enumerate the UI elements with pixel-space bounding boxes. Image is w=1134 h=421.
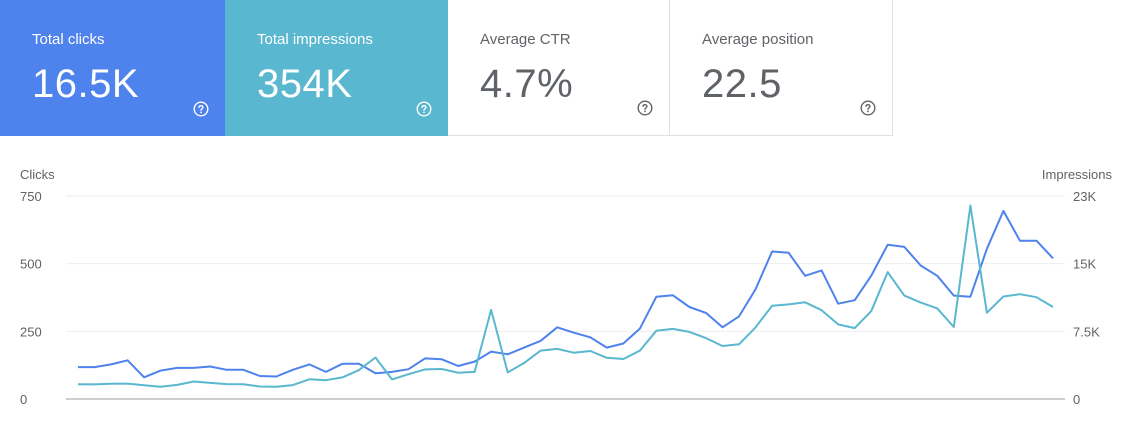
right-axis-label: Impressions <box>1042 167 1113 182</box>
average-position-value: 22.5 <box>702 62 782 106</box>
help-circle-icon[interactable] <box>637 100 653 116</box>
total-impressions-card[interactable]: Total impressions 354K <box>225 0 448 136</box>
total-impressions-value: 354K <box>257 62 353 106</box>
chart-series <box>77 204 1054 388</box>
metric-cards: Total clicks 16.5K Total impressions 354… <box>0 0 893 136</box>
help-circle-icon[interactable] <box>416 101 432 117</box>
total-impressions-label: Total impressions <box>257 31 373 48</box>
performance-chart-svg: Clicks Impressions 0 250 500 750 0 7.5K 15K 23… <box>20 167 1113 407</box>
performance-chart: Clicks Impressions 0 250 500 750 0 7.5K 15K 23… <box>0 150 1134 416</box>
help-circle-icon[interactable] <box>860 100 876 116</box>
chart-grid <box>66 195 1065 400</box>
left-tick-label: 500 <box>20 257 42 272</box>
total-clicks-value: 16.5K <box>32 62 140 106</box>
left-axis-label: Clicks <box>20 167 55 182</box>
right-tick-label: 0 <box>1073 392 1080 407</box>
average-ctr-label: Average CTR <box>480 31 571 48</box>
average-position-card[interactable]: Average position 22.5 <box>670 0 893 136</box>
help-circle-icon[interactable] <box>193 101 209 117</box>
total-clicks-label: Total clicks <box>32 31 105 48</box>
left-axis-ticks: 0 250 500 750 <box>20 189 42 407</box>
right-tick-label: 7.5K <box>1073 324 1100 339</box>
right-tick-label: 23K <box>1073 189 1096 204</box>
right-axis-ticks: 0 7.5K 15K 23K <box>1073 189 1100 407</box>
average-position-label: Average position <box>702 31 814 48</box>
total-clicks-card[interactable]: Total clicks 16.5K <box>0 0 225 136</box>
right-tick-label: 15K <box>1073 257 1096 272</box>
left-tick-label: 0 <box>20 392 27 407</box>
clicks-series-line <box>78 209 1054 379</box>
average-ctr-card[interactable]: Average CTR 4.7% <box>448 0 670 136</box>
left-tick-label: 750 <box>20 189 42 204</box>
left-tick-label: 250 <box>20 324 42 339</box>
average-ctr-value: 4.7% <box>480 62 574 106</box>
impressions-series-line <box>77 204 1054 388</box>
